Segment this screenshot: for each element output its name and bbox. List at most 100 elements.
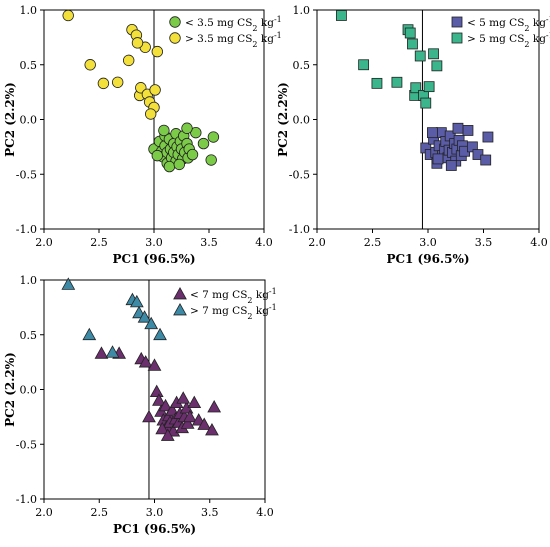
- legend-marker: [451, 32, 463, 44]
- data-point: [152, 393, 166, 406]
- x-tick-label: 4.0: [255, 236, 273, 249]
- x-axis-title: PC1 (96.5%): [112, 252, 195, 266]
- x-tick-label: 2.0: [308, 236, 326, 249]
- data-point: [207, 399, 222, 413]
- data-point: [105, 345, 120, 358]
- data-point: [151, 45, 164, 58]
- y-axis-title: PC2 (2.2%): [3, 82, 17, 157]
- data-point: [62, 9, 74, 22]
- data-point: [111, 76, 124, 88]
- data-point: [205, 422, 219, 436]
- legend-label: > 7 mg CS2 kg-1: [190, 303, 277, 321]
- data-point: [404, 27, 416, 39]
- data-point: [142, 409, 156, 423]
- x-tick-label: 2.5: [90, 236, 108, 249]
- data-point: [160, 428, 175, 441]
- data-point: [129, 294, 144, 308]
- data-point: [155, 421, 170, 435]
- data-point: [186, 148, 199, 161]
- series-1: [420, 122, 494, 171]
- x-tick-label: 3.5: [201, 506, 219, 519]
- x-axis-title: PC1 (96.5%): [113, 522, 196, 536]
- data-point: [138, 355, 153, 368]
- data-point: [466, 141, 478, 153]
- y-tick-label: 1.0: [20, 4, 38, 17]
- data-point: [482, 131, 494, 143]
- y-tick-label: 0.5: [293, 59, 311, 72]
- x-axis-title: PC1 (96.5%): [386, 252, 469, 266]
- y-tick-label: 1.0: [20, 274, 38, 287]
- x-tick-label: 2.5: [364, 236, 382, 249]
- data-point: [131, 37, 144, 49]
- x-tick-label: 3.0: [146, 506, 164, 519]
- y-tick-label: 0.0: [293, 114, 311, 127]
- data-point: [371, 77, 383, 89]
- data-point: [182, 409, 197, 423]
- data-point: [144, 108, 157, 120]
- y-tick-label: -1.0: [16, 493, 37, 506]
- data-point: [414, 50, 426, 62]
- y-tick-label: 0.5: [20, 59, 38, 72]
- y-tick-label: 0.0: [20, 384, 38, 397]
- legend-marker: [169, 16, 181, 28]
- x-tick-label: 4.0: [530, 236, 548, 249]
- data-point: [181, 122, 193, 134]
- data-point: [432, 153, 444, 165]
- y-axis-title: PC2 (2.2%): [276, 82, 290, 157]
- data-point: [158, 124, 170, 137]
- data-point: [149, 84, 161, 96]
- legend-marker: [173, 286, 187, 300]
- data-point: [158, 398, 173, 412]
- data-point: [410, 82, 422, 94]
- legend-marker: [451, 16, 463, 28]
- data-point: [173, 158, 186, 171]
- data-point: [358, 59, 370, 71]
- legend-marker: [169, 32, 181, 44]
- data-point: [336, 10, 347, 21]
- series-1: [94, 346, 222, 441]
- data-point: [480, 154, 492, 166]
- x-tick-label: 3.0: [145, 236, 163, 249]
- chart-panel-2: 2.0 2.5 3.0 3.5 4.0 1.0 0.5 0.0 -0.5 -1.0 PC1 (96.…: [276, 4, 550, 266]
- x-tick-label: 2.5: [91, 506, 109, 519]
- x-tick-label: 2.0: [35, 506, 53, 519]
- legend-label: > 3.5 mg CS2 kg-1: [185, 31, 282, 49]
- data-point: [472, 149, 484, 160]
- y-tick-label: 0.0: [20, 114, 38, 127]
- series-2: [336, 10, 443, 109]
- data-point: [147, 358, 162, 371]
- y-tick-label: -0.5: [16, 438, 37, 451]
- x-tick-label: 2.0: [35, 236, 53, 249]
- data-point: [144, 316, 159, 330]
- data-point: [61, 277, 76, 290]
- legend: < 3.5 mg CS2 kg-1> 3.5 mg CS2 kg-1: [169, 15, 282, 49]
- legend: < 7 mg CS2 kg-1> 7 mg CS2 kg-1: [173, 286, 277, 321]
- data-point: [149, 384, 164, 398]
- data-point: [462, 125, 474, 136]
- x-tick-label: 3.0: [419, 236, 437, 249]
- x-tick-label: 3.5: [475, 236, 493, 249]
- data-point: [176, 391, 191, 404]
- series-2: [62, 9, 164, 120]
- y-axis-title: PC2 (2.2%): [3, 352, 17, 427]
- data-point: [197, 137, 210, 150]
- data-point: [97, 77, 110, 90]
- data-point: [187, 395, 202, 409]
- data-point: [431, 60, 443, 72]
- data-point: [205, 154, 217, 166]
- data-point: [428, 48, 439, 60]
- data-point: [153, 327, 167, 341]
- x-tick-label: 4.0: [256, 506, 274, 519]
- y-tick-label: 0.5: [20, 329, 38, 342]
- legend-marker: [173, 302, 187, 316]
- data-point: [82, 327, 97, 341]
- data-point: [452, 122, 464, 134]
- data-point: [122, 54, 135, 67]
- legend-label: < 7 mg CS2 kg-1: [190, 287, 277, 305]
- data-point: [197, 417, 212, 430]
- legend: < 5 mg CS2 kg-1> 5 mg CS2 kg-1: [451, 15, 550, 49]
- x-tick-label: 3.5: [200, 236, 218, 249]
- legend-label: < 5 mg CS2 kg-1: [467, 15, 550, 33]
- y-tick-label: -0.5: [16, 168, 37, 181]
